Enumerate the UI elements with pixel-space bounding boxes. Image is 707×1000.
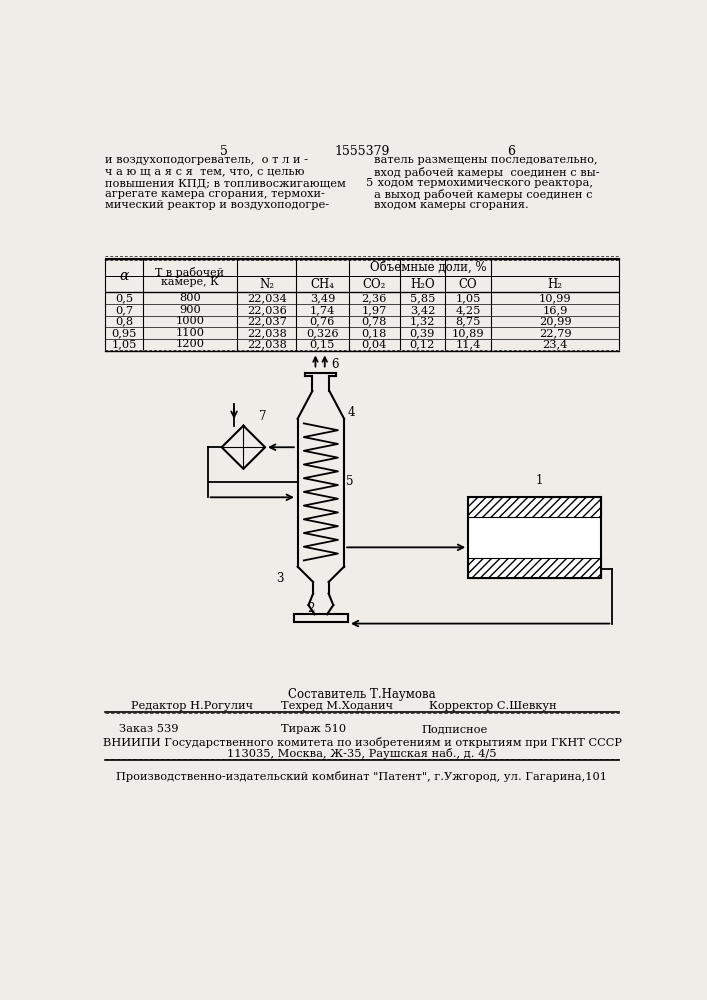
Text: H₂: H₂ [548, 278, 563, 291]
Text: 23,4: 23,4 [543, 339, 568, 349]
Text: 0,12: 0,12 [410, 339, 435, 349]
Text: ВНИИПИ Государственного комитета по изобретениям и открытиям при ГКНТ СССР: ВНИИПИ Государственного комитета по изоб… [103, 737, 621, 748]
Text: и воздухоподогреватель,  о т л и -: и воздухоподогреватель, о т л и - [105, 155, 308, 165]
Text: 22,038: 22,038 [247, 339, 286, 349]
Text: 10,89: 10,89 [452, 328, 484, 338]
Text: Производственно-издательский комбинат "Патент", г.Ужгород, ул. Гагарина,101: Производственно-издательский комбинат "П… [117, 771, 607, 782]
Text: камере, К: камере, К [161, 277, 218, 287]
Text: α: α [119, 269, 129, 283]
Text: 0,18: 0,18 [362, 328, 387, 338]
Text: 0,04: 0,04 [362, 339, 387, 349]
Text: CO₂: CO₂ [363, 278, 386, 291]
Text: 6: 6 [507, 145, 515, 158]
Text: 0,8: 0,8 [115, 316, 133, 326]
Text: Тираж 510: Тираж 510 [281, 724, 346, 734]
Text: 0,15: 0,15 [310, 339, 335, 349]
Text: 3: 3 [276, 572, 284, 585]
Text: 5: 5 [220, 145, 228, 158]
Text: 0,78: 0,78 [362, 316, 387, 326]
Text: 7: 7 [259, 410, 267, 423]
Text: 1: 1 [535, 474, 543, 487]
Text: 0,5: 0,5 [115, 293, 133, 303]
Bar [468, 497, 602, 578]
Text: Подписное: Подписное [421, 724, 488, 734]
Text: агрегате камера сгорания, термохи-: агрегате камера сгорания, термохи- [105, 189, 325, 199]
Text: 0,76: 0,76 [310, 316, 335, 326]
Text: CO: CO [459, 278, 477, 291]
Text: Техред М.Хoданич: Техред М.Хoданич [281, 701, 392, 711]
Text: ватель размещены последовательно,: ватель размещены последовательно, [373, 155, 597, 165]
Text: 1555379: 1555379 [334, 145, 390, 158]
Text: 5,85: 5,85 [410, 293, 435, 303]
Text: 5: 5 [366, 178, 373, 188]
Text: входом камеры сгорания.: входом камеры сгорания. [373, 200, 528, 210]
Text: 1,05: 1,05 [455, 293, 481, 303]
Text: Редактор Н.Рогулич: Редактор Н.Рогулич [131, 701, 253, 711]
Text: 22,034: 22,034 [247, 293, 286, 303]
Bar [468, 497, 602, 517]
Bar [468, 497, 602, 578]
Text: 3,42: 3,42 [410, 305, 435, 315]
Text: мический реактор и воздухоподогре-: мический реактор и воздухоподогре- [105, 200, 329, 210]
Text: 113035, Москва, Ж-35, Раушская наб., д. 4/5: 113035, Москва, Ж-35, Раушская наб., д. … [227, 748, 497, 759]
Text: вход рабочей камеры  соединен с вы-: вход рабочей камеры соединен с вы- [373, 167, 600, 178]
Text: 800: 800 [179, 293, 201, 303]
Text: 11,4: 11,4 [455, 339, 481, 349]
Text: N₂: N₂ [259, 278, 274, 291]
Text: 0,95: 0,95 [111, 328, 136, 338]
Text: 20,99: 20,99 [539, 316, 572, 326]
Text: 10,99: 10,99 [539, 293, 572, 303]
Text: ч а ю щ а я с я  тем, что, с целью: ч а ю щ а я с я тем, что, с целью [105, 167, 305, 177]
Text: 22,036: 22,036 [247, 305, 286, 315]
Text: 22,79: 22,79 [539, 328, 572, 338]
Text: а выход рабочей камеры соединен с: а выход рабочей камеры соединен с [373, 189, 592, 200]
Text: 5: 5 [346, 475, 354, 488]
Text: 22,037: 22,037 [247, 316, 286, 326]
Text: 4,25: 4,25 [455, 305, 481, 315]
Text: 1,32: 1,32 [410, 316, 435, 326]
Text: повышения КПД; в топливосжигающем: повышения КПД; в топливосжигающем [105, 178, 346, 188]
Text: Т в рабочей: Т в рабочей [156, 267, 224, 278]
Text: H₂O: H₂O [410, 278, 435, 291]
Text: CH₄: CH₄ [310, 278, 334, 291]
Text: ходом термохимического реактора,: ходом термохимического реактора, [373, 178, 592, 188]
Text: 22,038: 22,038 [247, 328, 286, 338]
Text: 1,05: 1,05 [111, 339, 136, 349]
Text: 1,97: 1,97 [362, 305, 387, 315]
Text: 2,36: 2,36 [362, 293, 387, 303]
Text: 0,7: 0,7 [115, 305, 133, 315]
Text: 8,75: 8,75 [455, 316, 481, 326]
Text: 1000: 1000 [175, 316, 204, 326]
Text: 1100: 1100 [175, 328, 204, 338]
Text: 6: 6 [332, 358, 339, 371]
Text: 3,49: 3,49 [310, 293, 335, 303]
Bar [468, 558, 602, 578]
Text: 1,74: 1,74 [310, 305, 335, 315]
Text: 4: 4 [347, 406, 355, 419]
Text: 900: 900 [179, 305, 201, 315]
Text: Заказ 539: Заказ 539 [119, 724, 179, 734]
Text: Составитель Т.Наумова: Составитель Т.Наумова [288, 688, 436, 701]
Text: Объемные доли, %: Объемные доли, % [370, 261, 486, 274]
Text: 1200: 1200 [175, 339, 204, 349]
Text: 0,39: 0,39 [410, 328, 435, 338]
Text: 0,326: 0,326 [306, 328, 339, 338]
Text: 16,9: 16,9 [543, 305, 568, 315]
Text: Корректор С.Шевкун: Корректор С.Шевкун [429, 701, 557, 711]
Text: 2: 2 [307, 602, 315, 615]
